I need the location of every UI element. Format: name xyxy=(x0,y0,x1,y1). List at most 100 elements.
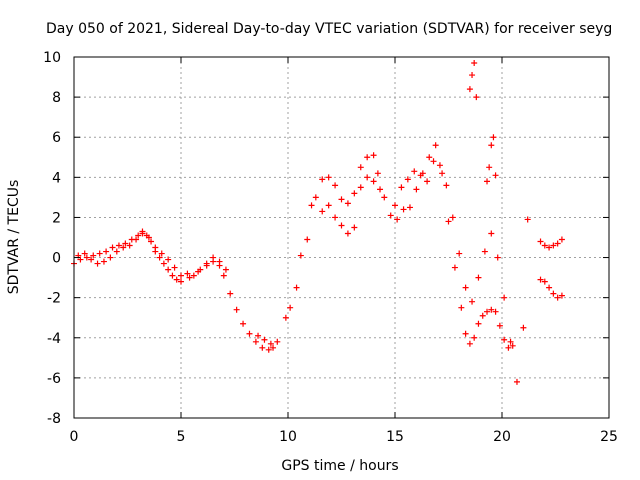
y-tick-label: -4 xyxy=(47,331,61,347)
y-axis-label: SDTVAR / TECUs xyxy=(6,180,22,295)
data-point xyxy=(312,194,319,201)
data-point xyxy=(319,208,326,215)
x-axis-label: GPS time / hours xyxy=(281,458,398,474)
data-point xyxy=(319,176,326,183)
y-tick-label: 2 xyxy=(52,210,61,226)
data-point xyxy=(370,152,377,159)
data-point xyxy=(297,252,304,259)
data-point xyxy=(171,264,178,271)
data-point xyxy=(466,340,473,347)
series-track-6 xyxy=(537,236,565,301)
plot-frame xyxy=(73,56,610,419)
data-point xyxy=(449,214,456,221)
data-point xyxy=(344,230,351,237)
data-point xyxy=(492,172,499,179)
data-point xyxy=(432,142,439,149)
data-point xyxy=(145,234,152,241)
data-point xyxy=(152,244,159,251)
data-point xyxy=(173,276,180,283)
data-point xyxy=(494,254,501,261)
data-point xyxy=(344,200,351,207)
data-point xyxy=(364,154,371,161)
data-point xyxy=(261,336,268,343)
y-tick-label: 8 xyxy=(52,90,61,106)
data-point xyxy=(398,184,405,191)
data-point xyxy=(501,294,508,301)
y-tick-label: -2 xyxy=(47,291,61,307)
data-point xyxy=(178,272,184,279)
y-tick-label: 0 xyxy=(52,251,61,267)
data-point xyxy=(411,168,418,175)
x-tick-label: 5 xyxy=(177,429,186,445)
data-point xyxy=(184,270,191,277)
data-point xyxy=(443,182,450,189)
data-point xyxy=(165,266,172,273)
data-point xyxy=(227,290,234,297)
data-point xyxy=(377,186,384,193)
data-point xyxy=(351,190,358,197)
x-tick-label: 0 xyxy=(70,429,79,445)
data-point xyxy=(394,216,401,223)
data-point xyxy=(351,224,358,231)
data-point xyxy=(139,230,146,237)
data-point xyxy=(274,338,281,345)
data-point xyxy=(133,236,140,243)
data-point xyxy=(115,242,122,249)
data-point xyxy=(240,320,247,327)
data-point xyxy=(486,164,493,171)
data-point xyxy=(469,298,476,305)
data-point xyxy=(520,324,527,331)
series-track-5 xyxy=(466,60,499,185)
data-point xyxy=(325,202,332,209)
data-point xyxy=(387,212,394,219)
data-point xyxy=(357,184,364,191)
series-track-1 xyxy=(71,228,277,353)
data-point xyxy=(488,142,495,149)
data-point xyxy=(458,304,465,311)
data-point xyxy=(381,194,388,201)
data-point xyxy=(165,256,172,263)
data-point xyxy=(481,248,488,255)
data-point xyxy=(488,230,495,237)
data-point xyxy=(430,158,437,165)
data-point xyxy=(120,244,127,251)
data-point xyxy=(252,338,259,345)
data-point xyxy=(484,308,491,315)
data-point xyxy=(103,248,110,255)
data-point xyxy=(282,314,289,321)
data-point xyxy=(96,250,103,257)
data-point xyxy=(484,178,491,185)
data-point xyxy=(169,272,176,279)
data-point xyxy=(473,94,480,101)
data-point xyxy=(100,258,107,265)
data-point xyxy=(135,232,142,239)
data-point xyxy=(492,308,499,315)
data-point xyxy=(109,244,116,251)
data-point xyxy=(178,278,184,285)
data-point xyxy=(537,276,544,283)
data-point xyxy=(456,250,463,257)
data-point xyxy=(490,134,497,141)
data-point xyxy=(338,222,345,229)
data-point xyxy=(501,336,508,343)
data-point xyxy=(541,242,548,249)
data-point xyxy=(255,332,262,339)
data-point xyxy=(113,248,120,255)
data-point xyxy=(404,176,411,183)
data-point xyxy=(462,330,469,337)
data-point xyxy=(370,178,377,185)
data-point xyxy=(424,178,431,185)
data-point xyxy=(364,174,371,181)
data-point xyxy=(233,306,240,313)
data-point xyxy=(488,306,495,313)
data-point xyxy=(190,272,197,279)
data-point xyxy=(357,164,364,171)
grid xyxy=(74,57,609,418)
data-point xyxy=(466,86,473,93)
data-point xyxy=(462,284,469,291)
data-point xyxy=(550,290,557,297)
series-track-3 xyxy=(255,142,516,351)
data-point xyxy=(265,346,272,353)
data-point xyxy=(392,202,398,209)
